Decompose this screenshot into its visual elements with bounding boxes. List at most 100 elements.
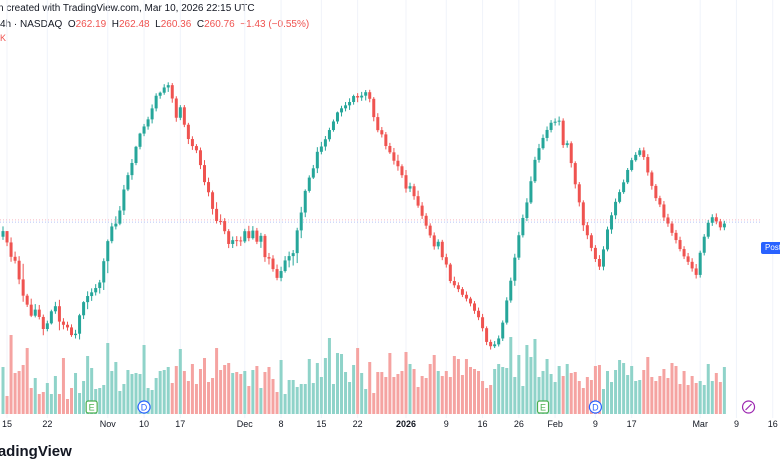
candle <box>146 116 150 130</box>
volume-bar <box>412 369 416 414</box>
volume-bar <box>17 371 21 414</box>
volume-bar <box>416 387 420 414</box>
candle-body <box>331 121 335 131</box>
tradingview-logo[interactable]: radingView <box>0 443 72 460</box>
candle-body <box>215 208 219 221</box>
volume-bar <box>481 381 485 414</box>
candle-body <box>698 252 702 275</box>
candle-body <box>589 235 593 248</box>
candle <box>25 293 29 307</box>
candle <box>327 127 331 142</box>
candle-body <box>618 192 622 202</box>
candle-body <box>5 231 9 243</box>
candle-body <box>122 189 126 211</box>
candle-body <box>654 185 658 199</box>
volume-bar <box>174 366 178 414</box>
volume-bar <box>714 373 718 414</box>
brand-text: radingView <box>0 443 72 460</box>
dividend-event-letter: D <box>592 403 599 413</box>
candle <box>279 266 283 282</box>
volume-bar <box>400 371 404 414</box>
candle-body <box>323 139 327 147</box>
candle <box>436 239 440 250</box>
volume-bar <box>360 373 364 414</box>
candle-body <box>211 192 215 209</box>
price-chart[interactable]: E D E D 15 22 Nov 10 17 Dec 8 15 22 2026 9 16 26 Feb 9 17 M… <box>0 0 780 440</box>
candle-body <box>166 85 170 88</box>
candle <box>372 97 376 122</box>
volume-bar <box>650 377 654 414</box>
candle <box>162 84 166 95</box>
candle <box>251 226 255 240</box>
candle-body <box>41 316 45 330</box>
candle-body <box>694 268 698 275</box>
x-tick-label: Dec <box>237 419 254 429</box>
candle <box>259 232 263 248</box>
volume-bar <box>158 371 162 414</box>
interval-label[interactable]: 4h <box>0 19 12 30</box>
candle-body <box>126 175 130 190</box>
candle <box>311 164 315 179</box>
candle-body <box>146 119 150 127</box>
candle-body <box>642 150 646 158</box>
candle <box>493 341 497 349</box>
candle <box>178 105 182 121</box>
volume-bar <box>150 390 154 414</box>
candle <box>686 252 690 265</box>
volume-bar <box>710 381 714 414</box>
volume-bar <box>86 356 90 414</box>
candle-body <box>682 249 686 257</box>
candle <box>416 190 420 208</box>
candle <box>247 225 251 242</box>
candle-body <box>658 198 662 205</box>
candle-body <box>537 148 541 160</box>
candle <box>70 324 74 337</box>
candle <box>376 113 380 133</box>
high-label: H <box>111 19 119 30</box>
volume-bar <box>211 378 215 414</box>
volume-bar <box>74 373 78 414</box>
candle <box>545 126 549 142</box>
x-tick-label: Mar <box>692 419 708 429</box>
candle-body <box>90 292 94 297</box>
candle-body <box>473 303 477 311</box>
candle-body <box>610 215 614 230</box>
candle-body <box>219 220 223 222</box>
volume-bar <box>142 345 146 414</box>
candle <box>275 264 279 281</box>
open-value: 262.19 <box>75 19 107 30</box>
candle <box>618 189 622 204</box>
volume-bar <box>501 367 505 414</box>
candle-body <box>509 280 513 301</box>
candle-body <box>315 151 319 169</box>
candle-body <box>448 264 452 282</box>
candle-body <box>714 217 718 222</box>
candle-body <box>626 169 630 183</box>
candle-body <box>61 321 65 325</box>
candle <box>710 214 714 226</box>
candle <box>78 313 82 340</box>
candle <box>585 222 589 240</box>
candle-body <box>223 221 227 232</box>
candle-body <box>110 226 114 242</box>
volume-bar <box>674 366 678 414</box>
candle-body <box>106 241 110 262</box>
candle-body <box>352 96 356 102</box>
candle-body <box>263 235 267 258</box>
volume-bar <box>25 348 29 414</box>
volume-bar <box>235 372 239 414</box>
candle <box>557 116 561 126</box>
volume-bar <box>577 381 581 414</box>
candle-body <box>74 333 78 336</box>
volume-bars <box>1 335 726 414</box>
post-market-badge[interactable]: Post <box>761 242 780 254</box>
volume-bar <box>219 370 223 414</box>
candle <box>642 147 646 160</box>
candle <box>569 141 573 168</box>
candle-body <box>303 190 307 213</box>
candle-body <box>287 256 291 261</box>
candle <box>283 256 287 273</box>
volume-bar <box>630 366 634 414</box>
candle-body <box>553 121 557 123</box>
candle-body <box>94 288 98 293</box>
